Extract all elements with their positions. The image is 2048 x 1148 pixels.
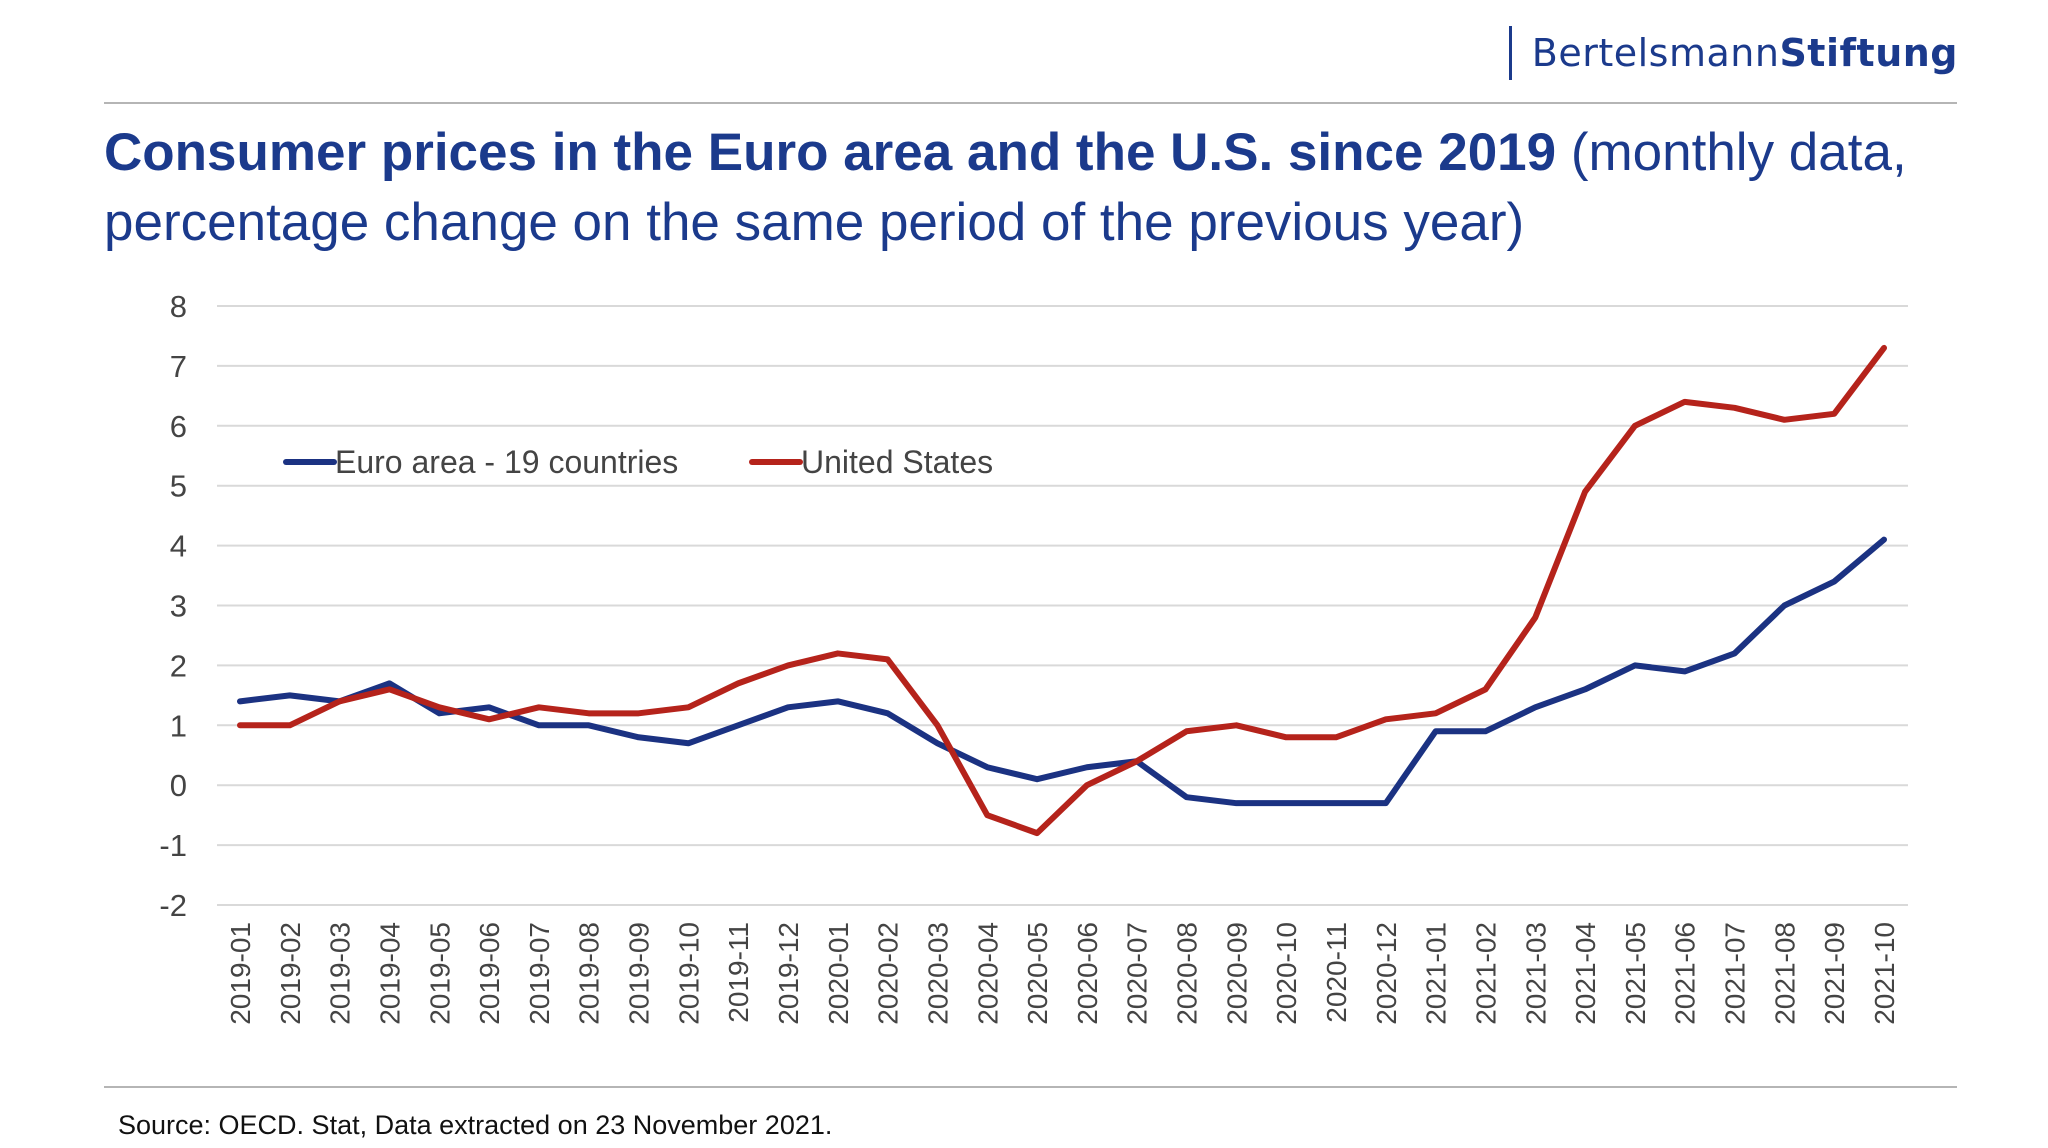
title-subtitle: (monthly data, percentage change on the …	[104, 123, 1907, 252]
series-line-euro-area	[237, 536, 1887, 807]
x-tick-label: 2019-09	[624, 922, 655, 1025]
y-tick-label: 7	[170, 349, 187, 384]
series-line-united-states	[237, 344, 1887, 837]
x-tick-label: 2021-01	[1421, 922, 1452, 1025]
x-tick-label: 2019-04	[374, 922, 405, 1025]
x-tick-label: 2019-10	[673, 922, 704, 1025]
y-tick-label: 8	[170, 289, 187, 324]
x-tick-label: 2020-06	[1072, 922, 1103, 1025]
x-tick-label: 2019-06	[474, 922, 505, 1025]
y-tick-label: 3	[170, 589, 187, 624]
source-note: Source: OECD. Stat, Data extracted on 23…	[118, 1110, 833, 1140]
y-tick-label: 1	[170, 708, 187, 743]
x-tick-label: 2020-08	[1172, 922, 1203, 1025]
top-divider	[104, 102, 1957, 104]
x-tick-label: 2020-03	[922, 922, 953, 1025]
bottom-divider	[104, 1086, 1957, 1088]
legend-label: Euro area - 19 countries	[335, 444, 678, 480]
title-bold: Consumer prices in the Euro area and the…	[104, 123, 1557, 182]
x-tick-label: 2019-07	[524, 922, 555, 1025]
bertelsmann-stiftung-logo: BertelsmannStiftung	[1508, 26, 1958, 80]
x-tick-label: 2021-09	[1819, 922, 1850, 1025]
y-tick-label: -2	[159, 888, 187, 923]
x-tick-label: 2020-07	[1122, 922, 1153, 1025]
x-tick-label: 2021-07	[1720, 922, 1751, 1025]
y-tick-label: 4	[170, 529, 187, 564]
x-tick-label: 2019-11	[723, 922, 754, 1023]
y-tick-label: 0	[170, 768, 187, 803]
x-tick-label: 2020-12	[1371, 922, 1402, 1025]
x-tick-label: 2020-01	[823, 922, 854, 1025]
x-tick-label: 2019-08	[574, 922, 605, 1025]
legend-label: United States	[801, 444, 993, 480]
x-tick-label: 2019-05	[424, 922, 455, 1025]
x-tick-label: 2020-05	[1022, 922, 1053, 1025]
y-tick-label: 5	[170, 469, 187, 504]
x-tick-label: 2021-08	[1769, 922, 1800, 1025]
x-tick-label: 2019-01	[225, 922, 256, 1025]
x-tick-label: 2020-09	[1221, 922, 1252, 1025]
logo-part1: Bertelsmann	[1531, 31, 1780, 75]
y-tick-label: -1	[159, 828, 187, 863]
x-tick-label: 2020-02	[873, 922, 904, 1025]
x-tick-label: 2021-03	[1520, 922, 1551, 1025]
x-tick-label: 2020-11	[1321, 922, 1352, 1023]
x-tick-label: 2019-03	[325, 922, 356, 1025]
y-tick-label: 2	[170, 648, 187, 683]
x-tick-label: 2021-05	[1620, 922, 1651, 1025]
x-tick-label: 2021-06	[1670, 922, 1701, 1025]
x-tick-label: 2019-02	[275, 922, 306, 1025]
chart-title: Consumer prices in the Euro area and the…	[104, 118, 1964, 258]
logo-part2: Stiftung	[1779, 31, 1958, 75]
x-tick-label: 2021-02	[1470, 922, 1501, 1025]
x-tick-label: 2021-10	[1869, 922, 1900, 1025]
x-tick-label: 2020-10	[1271, 922, 1302, 1025]
x-tick-label: 2020-04	[972, 922, 1003, 1025]
x-tick-label: 2019-12	[773, 922, 804, 1025]
x-tick-label: 2021-04	[1570, 922, 1601, 1025]
y-tick-label: 6	[170, 409, 187, 444]
